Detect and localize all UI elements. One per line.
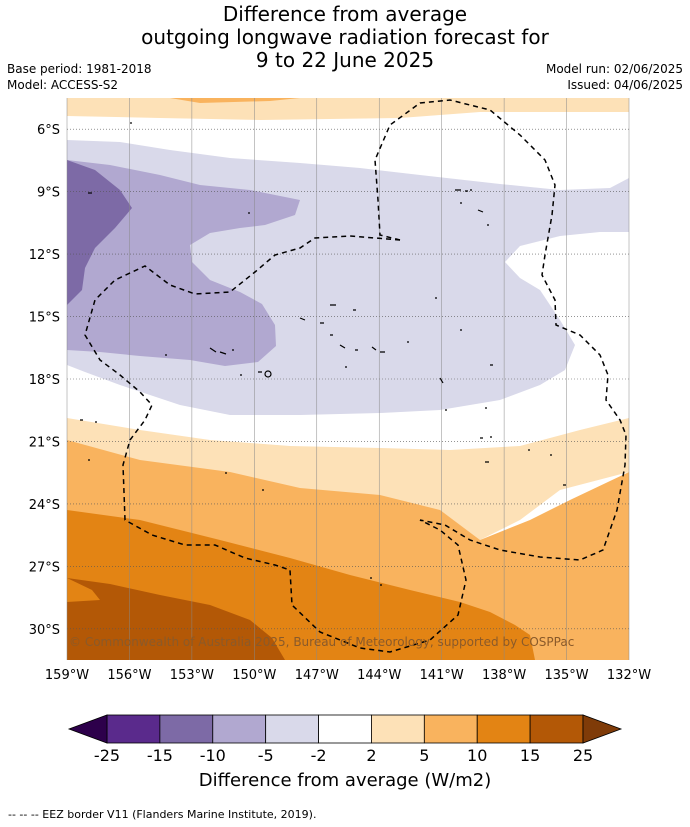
eez-border-east [374,99,627,561]
lon-tick-label: 141°W [420,668,464,683]
positive-band-north [67,98,629,120]
title-line-2: outgoing longwave radiation forecast for [141,25,549,49]
colorbar: -25 -15 -10 -5 -2 2 5 10 15 25 [67,714,623,765]
positive-band-mid [67,418,629,540]
lon-tick-label: 132°W [607,668,651,683]
colorbar-swatch [423,714,478,744]
latitude-labels: 6°S 9°S 12°S 15°S 18°S 21°S 24°S 27°S 30°S [29,123,60,638]
lon-tick-label: 150°W [232,668,276,683]
colorbar-swatch [371,714,425,744]
colorbar-swatch [529,714,584,744]
island [165,347,234,356]
lon-tick-label: 153°W [170,668,214,683]
lon-tick-label: 144°W [357,668,401,683]
island [370,484,566,586]
island [455,189,472,192]
lat-tick-label: 6°S [37,123,60,138]
lat-tick-label: 21°S [29,435,60,450]
colorbar-swatch [106,714,161,744]
colorbar-tick-label: -15 [147,746,173,765]
lon-tick-label: 147°W [295,668,339,683]
title-line-1: Difference from average [222,2,468,26]
island [80,419,264,491]
island [460,202,489,226]
base-period-label: Base period: 1981-2018 [7,62,152,76]
lat-tick-label: 12°S [29,248,60,263]
eez-border-central [84,235,467,653]
lat-tick-label: 24°S [29,498,60,513]
colorbar-tick-label: 2 [366,746,376,765]
colorbar-swatch [318,714,372,744]
island [299,304,356,336]
positive-band-extreme [67,578,285,660]
colorbar-tick-label: -2 [311,746,327,765]
colorbar-swatch [265,714,319,744]
model-run-label: Model run: 02/06/2025 [545,62,683,76]
island [435,297,462,331]
positive-band-extreme-notch [67,578,100,602]
title-line-3: 9 to 22 June 2025 [255,48,435,72]
island [439,364,493,411]
positive-band-north-core [170,98,300,103]
colorbar-tick-label: -25 [94,746,120,765]
colorbar-tick-label: 15 [520,746,540,765]
lat-tick-label: 9°S [37,186,60,201]
lat-tick-label: 27°S [29,560,60,575]
eez-borders [84,99,627,653]
lat-tick-label: 18°S [29,373,60,388]
islands [80,122,566,586]
island [339,341,409,353]
colorbar-title: Difference from average (W/m2) [198,770,492,791]
colorbar-swatch [212,714,267,744]
colorbar-swatch [476,714,531,744]
copyright-label: © Commonwealth of Australia 2025, Bureau… [69,635,574,649]
lon-tick-label: 138°W [482,668,526,683]
colorbar-tick-label: -5 [258,746,274,765]
lat-tick-label: 15°S [29,311,60,326]
colorbar-under-arrow [67,714,108,744]
colorbar-over-arrow [582,714,623,744]
lon-tick-label: 159°W [45,668,89,683]
longitude-labels: 159°W 156°W 153°W 150°W 147°W 144°W 141°W 138°W… [45,668,651,683]
island [480,436,552,463]
colorbar-tick-label: 5 [419,746,429,765]
colorbar-tick-label: 10 [467,746,487,765]
model-label: Model: ACCESS-S2 [7,78,119,92]
colorbar-tick-label: -10 [200,746,226,765]
island [264,370,272,378]
lon-tick-label: 156°W [107,668,151,683]
eez-footnote: -- -- -- EEZ border V11 (Flanders Marine… [8,808,317,821]
island [240,366,347,376]
negative-region-dark [67,160,132,305]
issued-label: Issued: 04/06/2025 [567,78,683,92]
colorbar-tick-label: 25 [573,746,593,765]
lat-tick-label: 30°S [29,623,60,638]
graticule [66,98,630,660]
colorbar-swatch [159,714,214,744]
lon-tick-label: 135°W [544,668,588,683]
